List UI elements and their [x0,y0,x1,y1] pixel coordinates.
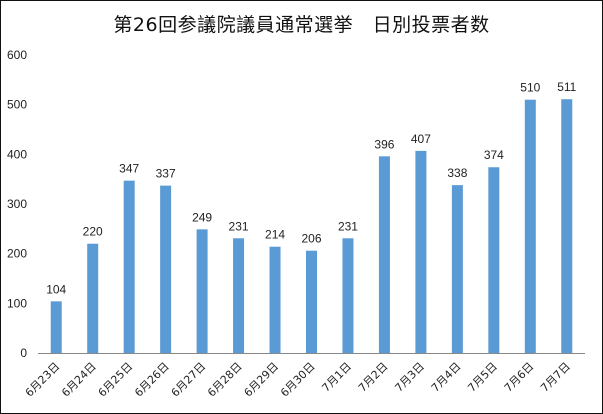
y-tick-label: 500 [7,98,27,112]
y-tick-label: 400 [7,147,27,161]
bar-value-label: 337 [156,167,176,181]
bar-value-label: 214 [265,228,285,242]
chart-title: 第26回参議院議員通常選挙 日別投票者数 [113,14,490,36]
x-tick-label: 7月1日 [319,360,354,395]
bars [50,99,573,353]
x-tick-label: 6月26日 [132,360,172,400]
bar-value-label: 407 [411,132,431,146]
bar-value-label: 231 [338,219,358,233]
x-tick-label: 6月29日 [242,360,282,400]
bar [415,150,427,353]
bar-value-label: 249 [192,210,212,224]
bar-value-label: 396 [374,137,394,151]
bar [561,99,573,353]
bar-value-label: 374 [484,148,504,162]
bar [306,250,317,353]
bar [451,185,463,353]
bar-value-label: 231 [229,219,249,233]
y-tick-label: 200 [7,247,27,261]
x-tick-label: 7月2日 [356,360,391,395]
bar-value-label: 347 [119,162,139,176]
x-tick-label: 7月6日 [502,360,537,395]
bar [50,301,62,353]
x-tick-label: 6月30日 [278,360,318,400]
x-tick-label: 7月4日 [429,360,464,395]
y-tick-label: 300 [7,197,27,211]
y-axis-ticks: 0 100 200 300 400 500 600 [7,48,27,360]
data-labels: 104 220 347 337 249 231 214 206 231 396 407 338 374 5… [46,80,576,296]
bar-value-label: 220 [83,225,103,239]
x-tick-label: 6月28日 [205,360,245,400]
x-tick-label: 6月25日 [96,360,136,400]
bar [524,99,536,353]
bar [342,238,354,353]
x-tick-label: 6月27日 [169,360,209,400]
bar [196,229,208,353]
x-axis-tick-labels: 6月23日6月24日6月25日6月26日6月27日6月28日6月29日6月30日… [23,360,573,400]
y-tick-label: 0 [20,346,27,360]
y-tick-label: 600 [7,48,27,62]
bar-value-label: 510 [520,81,540,95]
bar [488,167,500,353]
x-tick-label: 7月5日 [465,360,500,395]
x-tick-label: 7月7日 [538,360,573,395]
bar [160,185,172,353]
bar [87,243,99,353]
bar [269,246,281,353]
x-tick-label: 7月3日 [392,360,427,395]
bar [123,180,135,353]
x-tick-label: 6月24日 [59,360,99,400]
bar-value-label: 104 [46,282,66,296]
bar-value-label: 511 [557,80,576,94]
bar [378,156,390,353]
bar-value-label: 338 [447,166,467,180]
x-tick-label: 6月23日 [23,360,63,400]
y-tick-label: 100 [7,296,27,310]
bar [233,238,245,353]
bar-value-label: 206 [301,232,321,246]
